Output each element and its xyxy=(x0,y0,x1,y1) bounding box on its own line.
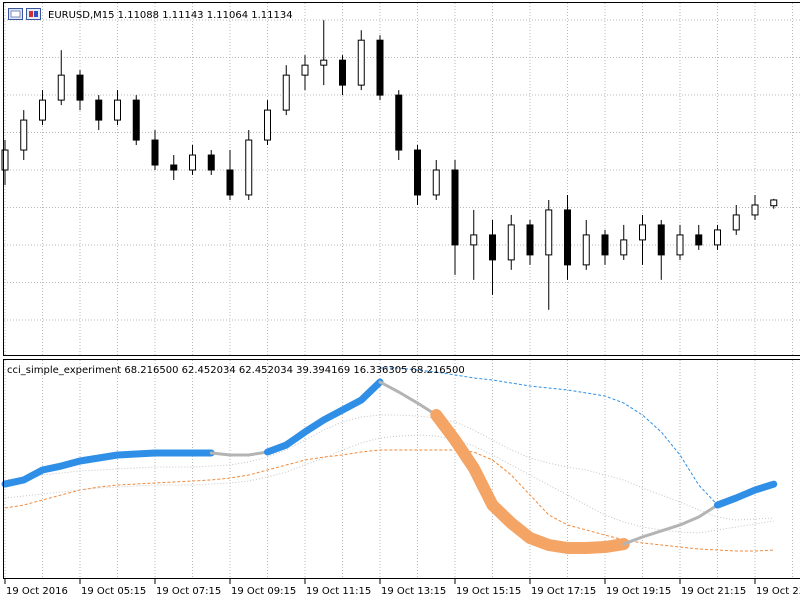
candle-body xyxy=(114,99,121,121)
indicator-line xyxy=(622,503,719,546)
candle-body xyxy=(714,229,721,246)
indicator-line xyxy=(430,409,630,554)
candle-body xyxy=(320,59,328,66)
indicator-line xyxy=(1,449,215,488)
x-tick-label: 19 Oct 23:15 xyxy=(756,586,800,597)
candle-body xyxy=(639,224,646,241)
x-tick-label: 19 Oct 05:15 xyxy=(81,586,146,597)
x-tick-label: 19 Oct 21:15 xyxy=(681,586,746,597)
indicator-line xyxy=(209,450,269,457)
candle-body xyxy=(20,119,28,151)
candle-body xyxy=(376,39,384,96)
icon xyxy=(26,8,41,20)
candle-body xyxy=(357,39,365,86)
indicator-line xyxy=(4,434,774,534)
indicator-line xyxy=(380,367,718,506)
candle-body xyxy=(676,234,684,256)
candle-body xyxy=(470,234,478,246)
x-tick-label: 19 Oct 07:15 xyxy=(156,586,221,597)
candle-body xyxy=(151,139,159,166)
candle-body xyxy=(282,74,290,111)
candle-body xyxy=(526,224,534,256)
candle-body xyxy=(732,214,740,231)
candle-body xyxy=(620,239,628,256)
candle-body xyxy=(207,154,215,171)
candle-body xyxy=(76,74,84,101)
candle-body xyxy=(489,234,496,261)
candle-body xyxy=(770,199,778,207)
candle-body xyxy=(432,169,440,196)
candle-body xyxy=(657,224,665,256)
candle-body xyxy=(39,99,46,121)
x-tick-label: 19 Oct 17:15 xyxy=(531,586,596,597)
candle-body xyxy=(1,149,9,171)
x-tick-label: 19 Oct 15:15 xyxy=(456,586,521,597)
indicator-line xyxy=(714,480,778,509)
chart-title: EURUSD,M15 1.11088 1.11143 1.11064 1.111… xyxy=(48,10,293,21)
x-tick-label: 19 Oct 19:15 xyxy=(606,586,671,597)
indicator-line xyxy=(264,378,384,456)
candle-body xyxy=(170,164,178,171)
icon xyxy=(29,11,33,17)
x-tick-label: 19 Oct 11:15 xyxy=(306,586,371,597)
indicator-line xyxy=(4,449,774,552)
candle-body xyxy=(57,74,65,101)
candle-body xyxy=(564,209,571,266)
candle-body xyxy=(264,109,271,141)
icon xyxy=(34,11,38,17)
window-icons xyxy=(8,8,41,20)
candle-body xyxy=(582,234,590,266)
main-panel-border xyxy=(3,2,800,356)
candle-body xyxy=(226,169,234,196)
candle-body xyxy=(695,234,703,246)
candle-body xyxy=(751,204,759,216)
icon xyxy=(10,10,21,18)
candle-body xyxy=(95,99,103,121)
indicator-panel-border xyxy=(3,359,800,579)
candle-body xyxy=(301,64,309,76)
candle-body xyxy=(395,94,403,151)
candle-body xyxy=(507,224,515,261)
x-tick-label: 19 Oct 2016 xyxy=(6,586,68,597)
candle-body xyxy=(451,169,459,246)
indicator-line xyxy=(378,380,438,417)
x-tick-label: 19 Oct 13:15 xyxy=(381,586,446,597)
candle-body xyxy=(545,209,553,256)
candle-body xyxy=(601,234,609,256)
marks xyxy=(1,20,778,554)
candle-body xyxy=(245,139,253,196)
candle-body xyxy=(189,154,196,171)
indicator-title: cci_simple_experiment 68.216500 62.45203… xyxy=(7,365,465,376)
candle-body xyxy=(132,99,140,141)
candle-body xyxy=(339,59,346,86)
x-tick-label: 19 Oct 09:15 xyxy=(231,586,296,597)
candle-body xyxy=(414,149,421,196)
